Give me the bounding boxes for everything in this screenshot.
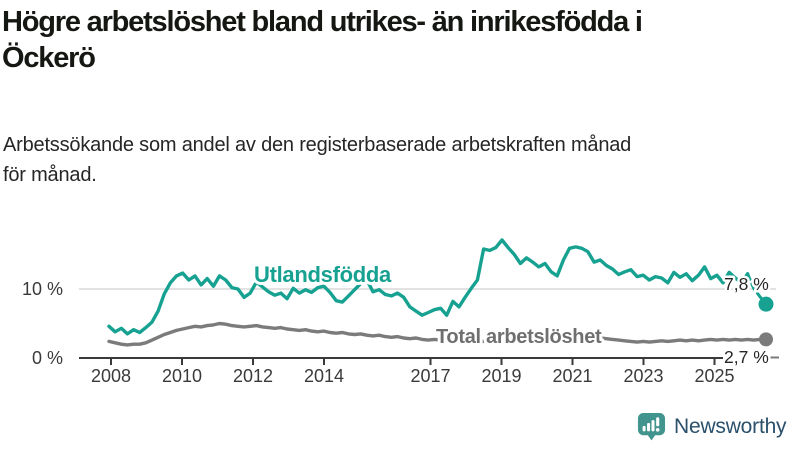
- x-tick-label: 2014: [304, 366, 344, 386]
- x-tick-label: 2023: [623, 366, 663, 386]
- page-title: Högre arbetslöshet bland utrikes- än inr…: [2, 4, 643, 76]
- newsworthy-bar-chart-speech-bubble-icon: [637, 412, 666, 441]
- y-tick-label: 10 %: [22, 279, 63, 299]
- x-tick-label: 2025: [694, 366, 734, 386]
- total-arbetsloshet-end-dot: [759, 332, 773, 347]
- utlandsfodda-series-label: Utlandsfödda: [254, 262, 392, 287]
- page-subtitle-line-1: Arbetssökande som andel av den registerb…: [3, 134, 632, 156]
- newsworthy-logo[interactable]: Newsworthy: [637, 412, 787, 441]
- y-tick-label: 0 %: [32, 348, 63, 368]
- utlandsfodda-end-dot: [758, 296, 774, 312]
- page-subtitle: Arbetssökande som andel av den registerb…: [3, 130, 631, 190]
- x-tick-label: 2017: [410, 366, 450, 386]
- newsworthy-logo-text: Newsworthy: [674, 414, 787, 438]
- total-arbetsloshet-line: [107, 321, 768, 347]
- utlandsfodda-line: [107, 238, 750, 336]
- page-title-line-1: Högre arbetslöshet bland utrikes- än inr…: [2, 6, 643, 38]
- x-tick-label: 2019: [481, 366, 521, 386]
- page-subtitle-line-2: för månad.: [3, 164, 97, 186]
- x-tick-label: 2010: [162, 366, 202, 386]
- x-tick-label: 2012: [233, 366, 273, 386]
- page-title-line-2: Öckerö: [2, 42, 96, 74]
- x-tick-label: 2008: [91, 366, 131, 386]
- x-tick-label: 2021: [552, 366, 592, 386]
- utlandsfodda-line-dashed-tail: [746, 272, 768, 306]
- total-arbetsloshet-end-value-label: 2,7 %: [724, 347, 769, 367]
- utlandsfodda-end-value-label: 7,8 %: [724, 274, 769, 294]
- total-arbetsloshet-series-label: Total arbetslöshet: [436, 326, 602, 348]
